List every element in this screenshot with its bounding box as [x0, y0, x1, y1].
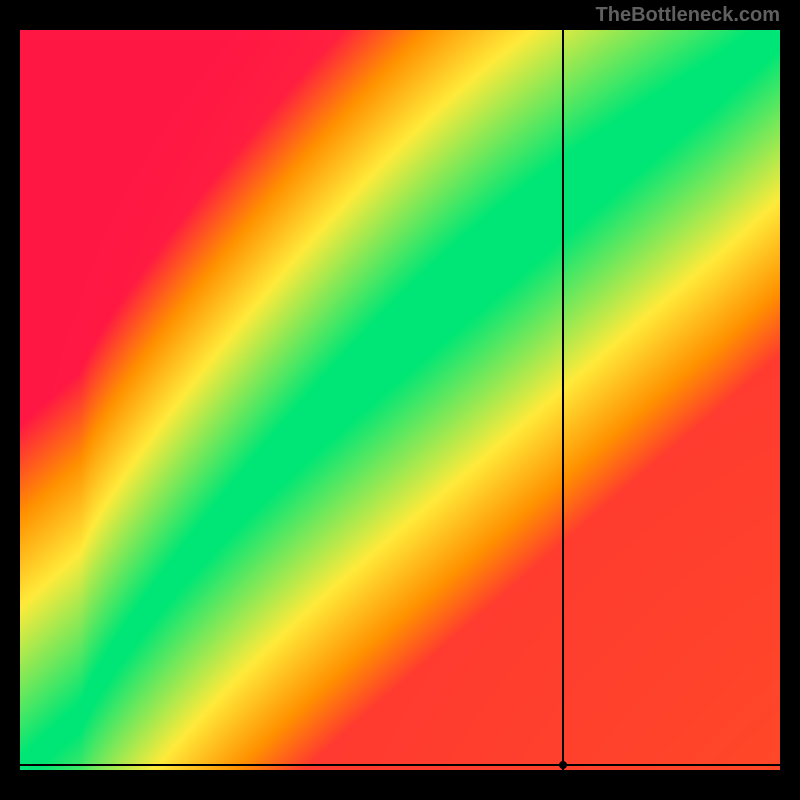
heatmap-plot: [20, 30, 780, 770]
heatmap-canvas: [20, 30, 780, 770]
crosshair-vertical: [562, 30, 564, 770]
watermark-text: TheBottleneck.com: [596, 4, 780, 27]
crosshair-horizontal: [20, 764, 780, 766]
crosshair-point: [559, 761, 567, 769]
